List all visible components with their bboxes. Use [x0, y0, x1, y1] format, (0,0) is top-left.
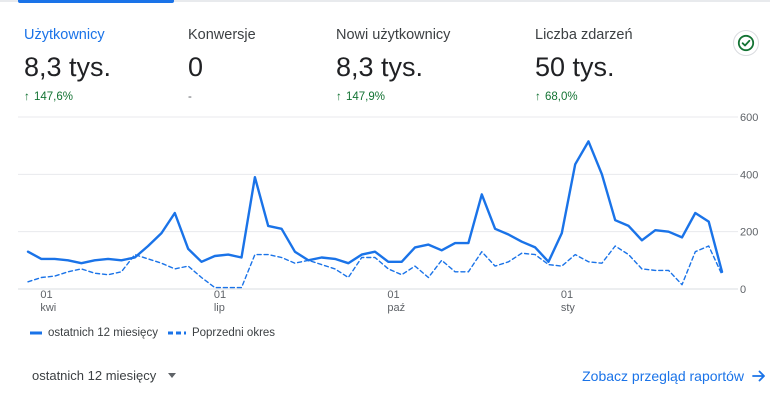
- arrow-up-icon: ↑: [535, 91, 541, 103]
- check-circle-icon[interactable]: [733, 30, 759, 56]
- y-tick-label: 400: [740, 169, 758, 181]
- y-tick-label: 200: [740, 227, 758, 239]
- metric-delta: -: [188, 90, 256, 104]
- arrow-up-icon: ↑: [24, 91, 30, 103]
- top-divider: [0, 0, 770, 2]
- x-tick-label: lip: [214, 302, 225, 314]
- metric-delta-value: -: [188, 91, 192, 103]
- metric-label: Nowi użytkownicy: [336, 27, 451, 43]
- metric-label: Konwersje: [188, 27, 256, 43]
- chart-legend: ostatnich 12 miesięcy Poprzedni okres: [30, 327, 275, 339]
- metric-delta-value: 147,6%: [34, 91, 74, 103]
- x-tick-label: 01: [214, 289, 226, 301]
- metric-tab-new-users[interactable]: Nowi użytkownicy 8,3 tys. ↑ 147,9%: [336, 26, 450, 104]
- y-tick-label: 600: [740, 112, 758, 124]
- metric-delta: ↑ 147,6%: [24, 90, 111, 104]
- metric-value: 0: [188, 52, 204, 82]
- x-tick-label: sty: [561, 302, 576, 314]
- x-tick-label: 01: [40, 289, 52, 301]
- metric-delta: ↑ 147,9%: [336, 90, 450, 104]
- view-reports-link[interactable]: Zobacz przegląd raportów: [582, 368, 766, 384]
- check-circle-glyph: [737, 34, 755, 52]
- metric-delta: ↑ 68,0%: [535, 90, 633, 104]
- series-line-previous: [27, 245, 723, 289]
- arrow-right-icon: [752, 370, 765, 382]
- arrow-up-icon: ↑: [336, 91, 342, 103]
- metric-tab-users[interactable]: Użytkownicy 8,3 tys. ↑ 147,6%: [24, 26, 111, 104]
- period-dropdown-label: ostatnich 12 miesięcy: [32, 368, 157, 383]
- view-reports-label: Zobacz przegląd raportów: [582, 368, 744, 384]
- legend-label-previous: Poprzedni okres: [191, 327, 276, 339]
- metric-tab-event-count[interactable]: Liczba zdarzeń 50 tys. ↑ 68,0%: [535, 26, 633, 104]
- metric-value: 50 tys.: [535, 52, 615, 82]
- metric-delta-value: 68,0%: [545, 91, 578, 103]
- metric-value: 8,3 tys.: [336, 52, 424, 82]
- y-tick-label: 0: [740, 284, 746, 296]
- legend-item-current: ostatnich 12 miesięcy: [30, 327, 158, 339]
- legend-solid-line-icon: [30, 331, 42, 335]
- legend-label-current: ostatnich 12 miesięcy: [48, 327, 158, 339]
- metric-value: 8,3 tys.: [24, 52, 112, 82]
- metric-label: Liczba zdarzeń: [535, 27, 633, 43]
- series-line-current: [26, 140, 724, 273]
- legend-item-previous: Poprzedni okres: [167, 327, 276, 339]
- x-tick-label: 01: [561, 289, 573, 301]
- x-tick-label: kwi: [40, 302, 56, 314]
- metric-tab-conversions[interactable]: Konwersje 0 -: [188, 26, 256, 104]
- period-dropdown[interactable]: ostatnich 12 miesięcy: [32, 368, 177, 383]
- metric-label: Użytkownicy: [24, 27, 105, 43]
- metric-delta-value: 147,9%: [346, 91, 386, 103]
- x-tick-label: paź: [387, 302, 405, 314]
- x-tick-label: 01: [387, 289, 399, 301]
- active-metric-indicator: [18, 0, 174, 3]
- caret-down-icon: [168, 373, 177, 378]
- legend-dashed-line-icon: [167, 331, 186, 335]
